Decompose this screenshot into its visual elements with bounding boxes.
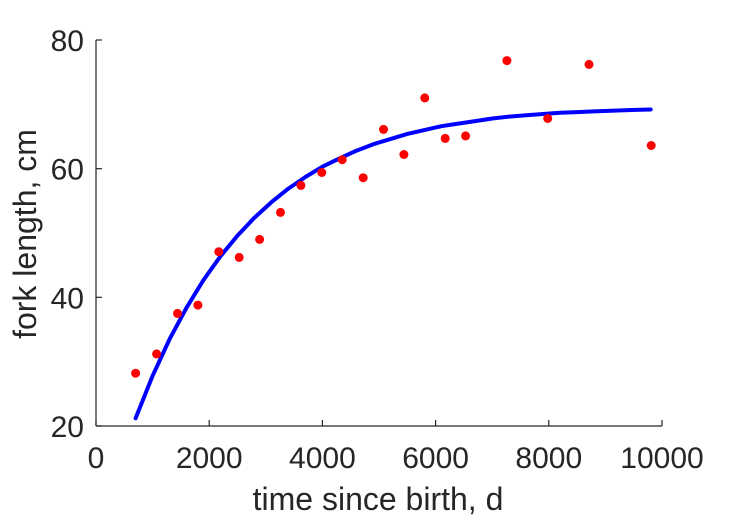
x-tick-label: 8000 xyxy=(515,442,582,475)
y-tick-label: 40 xyxy=(51,282,84,315)
data-point xyxy=(131,368,141,378)
x-tick-label: 6000 xyxy=(402,442,469,475)
axes xyxy=(95,39,663,427)
y-tick-label: 80 xyxy=(51,25,84,58)
x-tick-label: 10000 xyxy=(620,442,703,475)
data-point xyxy=(379,124,388,134)
data-point xyxy=(214,247,224,257)
fit-curve-layer xyxy=(133,107,653,421)
x-axis-label: time since birth, d xyxy=(253,481,504,517)
data-point xyxy=(173,308,182,318)
data-point xyxy=(399,150,409,159)
y-tick-label: 60 xyxy=(51,154,84,187)
y-axis-label: fork length, cm xyxy=(7,129,43,339)
data-point xyxy=(317,168,327,177)
data-point xyxy=(234,252,244,262)
data-point xyxy=(584,59,594,69)
data-points-layer xyxy=(131,56,656,378)
data-point xyxy=(337,155,347,165)
fit-curve xyxy=(133,107,653,421)
data-point xyxy=(543,114,553,123)
data-point xyxy=(420,93,430,103)
data-point xyxy=(646,141,656,150)
data-point xyxy=(502,56,512,66)
data-point xyxy=(358,173,368,183)
data-point xyxy=(276,207,285,217)
data-point xyxy=(461,131,471,141)
x-tick-label: 4000 xyxy=(289,442,356,475)
x-tick-label: 2000 xyxy=(176,442,243,475)
data-point xyxy=(440,133,450,143)
y-tick-label: 20 xyxy=(51,411,84,444)
data-point xyxy=(152,349,162,359)
data-point xyxy=(193,300,203,310)
data-point xyxy=(296,180,306,190)
tick-labels-layer: 0 2000 4000 6000 8000 10000 20 40 60 80 xyxy=(51,25,704,475)
x-tick-label: 0 xyxy=(88,442,105,475)
data-point xyxy=(255,234,265,244)
